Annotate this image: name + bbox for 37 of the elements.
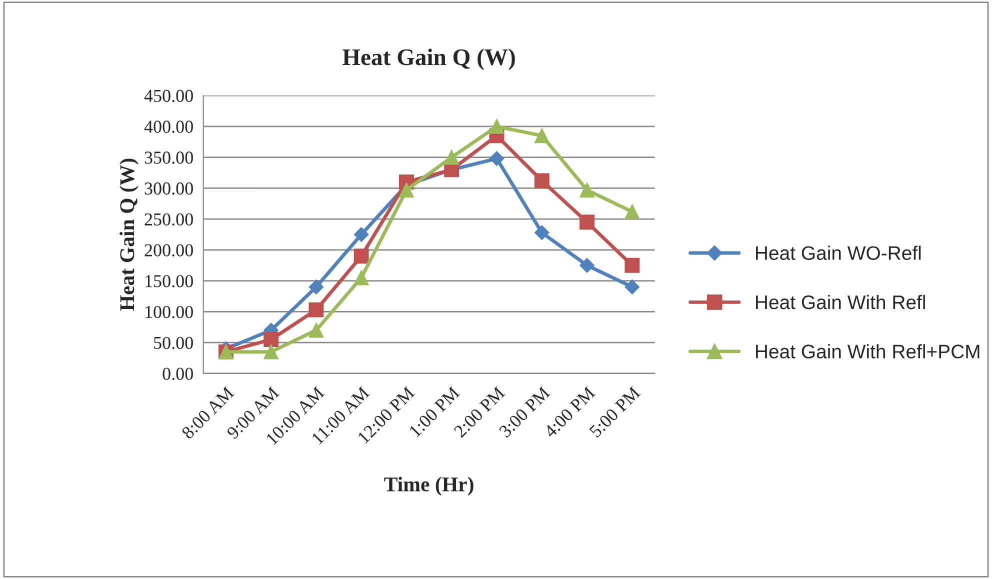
point [354, 227, 369, 242]
y-tick-label: 400.00 [144, 120, 193, 133]
point [534, 225, 550, 240]
point [308, 322, 324, 338]
point [444, 150, 460, 165]
chart-title: Heat Gain Q (W) [342, 48, 515, 70]
y-tick-label: 300.00 [144, 182, 193, 195]
point [308, 302, 324, 318]
legend-label: Heat Gain With Refl+PCM [756, 344, 980, 358]
legend-label: Heat Gain WO-Refl [756, 246, 921, 260]
point [624, 204, 640, 220]
y-tick-label: 450.00 [144, 90, 193, 102]
point [264, 344, 279, 360]
point [624, 280, 640, 294]
legend-label: Heat Gain With Refl [756, 294, 925, 310]
x-axis-title: Time (Hr) [384, 476, 474, 496]
y-axis-title: Heat Gain Q (W) [120, 158, 138, 311]
point [534, 173, 550, 188]
y-tick-label: 250.00 [144, 213, 193, 226]
point [624, 258, 640, 273]
point [489, 118, 504, 134]
point [580, 258, 594, 273]
point [308, 280, 324, 294]
y-tick-label: 100.00 [146, 306, 193, 318]
y-tick-label: 150.00 [146, 275, 193, 288]
point [354, 248, 369, 264]
y-tick-label: 0.00 [162, 368, 193, 380]
point [399, 182, 414, 198]
point [264, 332, 279, 347]
point [354, 270, 369, 286]
point [489, 151, 504, 166]
point [534, 128, 550, 144]
point [580, 182, 594, 198]
point [580, 214, 594, 230]
y-tick-label: 200.00 [144, 244, 193, 256]
y-tick-label: 350.00 [144, 152, 193, 164]
y-tick-label: 50.00 [154, 336, 193, 350]
